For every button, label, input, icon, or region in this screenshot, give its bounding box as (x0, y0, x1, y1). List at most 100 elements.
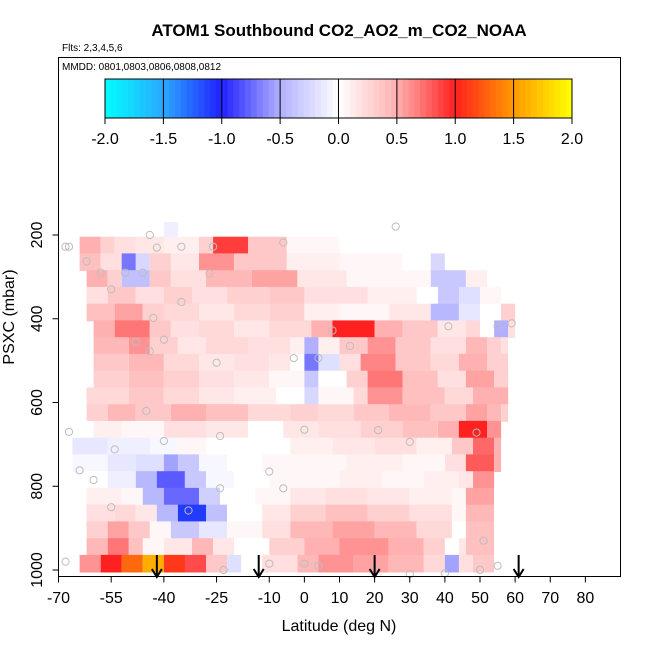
sample-point (138, 268, 147, 277)
colorbar-swatch (525, 79, 532, 118)
heatmap-cell (220, 487, 256, 506)
heatmap-cell (444, 454, 466, 472)
heatmap-cell (86, 303, 115, 322)
heatmap-cell (121, 420, 164, 439)
heatmap-cell (135, 471, 157, 489)
heatmap-cell (353, 554, 389, 573)
heatmap-cell (290, 487, 326, 506)
heatmap-cell (339, 538, 389, 556)
heatmap-cell (121, 554, 143, 573)
colorbar-tick-label: -2.0 (91, 131, 119, 148)
heatmap-cell (107, 270, 122, 288)
heatmap-cell (430, 303, 459, 322)
heatmap-cell (86, 404, 108, 422)
heatmap-cell (234, 538, 270, 556)
heatmap-cell (451, 521, 466, 539)
heatmap-cell (206, 404, 249, 422)
heatmap-cell (480, 320, 495, 338)
colorbar-swatch (361, 79, 369, 118)
colorbar-swatch (496, 79, 503, 118)
heatmap-cell (501, 303, 516, 322)
colorbar-swatch (285, 79, 293, 118)
heatmap-cell (163, 538, 192, 556)
heatmap-cell (304, 538, 340, 556)
heatmap-cell (458, 286, 480, 305)
sample-point (289, 354, 298, 363)
sample-point (507, 319, 516, 328)
heatmap-cell (107, 286, 136, 305)
heatmap-cell (142, 487, 164, 506)
heatmap-cell (374, 437, 417, 456)
colorbar-swatch (262, 79, 269, 118)
heatmap-cell (374, 521, 417, 539)
heatmap-cell (290, 370, 305, 389)
colorbar-swatch (548, 79, 555, 118)
colorbar-swatch (478, 79, 485, 118)
heatmap-cell (402, 320, 438, 338)
colorbar-swatch (128, 79, 135, 118)
heatmap-cell (135, 404, 171, 422)
heatmap-cell (402, 387, 445, 405)
heatmap-cell (248, 437, 291, 456)
colorbar-tick-label: 0.0 (327, 131, 349, 148)
heatmap-cell (402, 253, 431, 271)
heatmap-cell (332, 320, 375, 338)
heatmap-cell (269, 303, 305, 322)
heatmap-cell (177, 337, 206, 355)
heatmap-cell (79, 471, 108, 489)
heatmap-cell (135, 253, 150, 271)
sample-point (149, 313, 158, 322)
colorbar-swatch (461, 79, 468, 118)
heatmap-cell (290, 404, 319, 422)
heatmap-cell (465, 320, 480, 338)
heatmap-cell (135, 286, 164, 305)
heatmap-cell (494, 437, 502, 456)
sample-point (64, 427, 74, 436)
colorbar-tick-label: -0.5 (266, 131, 294, 148)
dates-note: MMDD: 0801,0803,0806,0808,0812 (62, 62, 221, 73)
colorbar-tick-label: 1.5 (503, 131, 525, 148)
heatmap-cell (248, 337, 291, 355)
heatmap-cells (72, 222, 516, 573)
heatmap-cell (465, 370, 494, 389)
x-tick-label: -10 (258, 590, 281, 607)
x-tick-label: 60 (506, 590, 524, 607)
heatmap-cell (86, 504, 115, 523)
colorbar-swatch (373, 79, 380, 118)
colorbar-swatch (437, 79, 444, 118)
heatmap-cell (248, 404, 291, 422)
heatmap-cell (304, 286, 368, 305)
heatmap-cell (163, 303, 199, 322)
heatmap-cell (114, 303, 143, 322)
x-tick-label: 10 (331, 590, 349, 607)
heatmap-cell (142, 554, 164, 573)
heatmap-cell (276, 387, 305, 405)
colorbar-swatch (227, 79, 234, 118)
heatmap-cell (149, 253, 171, 271)
heatmap-cell (234, 471, 270, 489)
heatmap-cell (248, 420, 284, 439)
colorbar-swatch (157, 79, 164, 118)
heatmap-cell (465, 337, 487, 355)
sample-point (279, 238, 288, 247)
colorbar-swatch (297, 79, 304, 118)
heatmap-cell (409, 504, 452, 523)
y-tick-label: 600 (29, 389, 46, 416)
heatmap-cell (199, 521, 228, 539)
heatmap-cell (501, 337, 509, 355)
heatmap-cell (402, 370, 438, 389)
heatmap-cell (325, 487, 368, 506)
heatmap-cell (501, 404, 509, 422)
heatmap-cell (93, 353, 129, 372)
colorbar-swatch (280, 79, 287, 118)
heatmap-cell (473, 554, 495, 573)
colorbar-swatch (484, 79, 491, 118)
sample-point (300, 559, 309, 568)
colorbar-swatch (513, 79, 520, 118)
heatmap-cell (444, 387, 473, 405)
heatmap-cell (269, 353, 291, 372)
y-tick-label: 200 (29, 222, 46, 249)
heatmap-cell (199, 236, 214, 255)
sample-point (89, 475, 98, 485)
heatmap-cell (458, 538, 466, 556)
